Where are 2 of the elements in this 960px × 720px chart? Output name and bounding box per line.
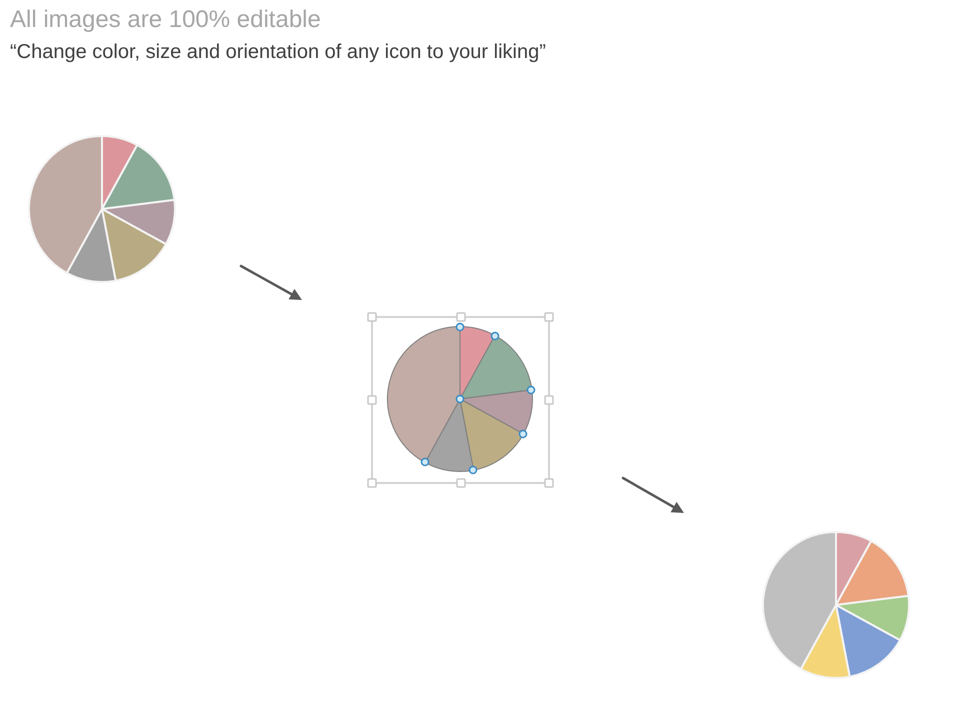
chart-title: All images are 100% editable — [10, 6, 321, 34]
text: “Change color, size and orientation of any icon to your liking” — [10, 40, 546, 64]
